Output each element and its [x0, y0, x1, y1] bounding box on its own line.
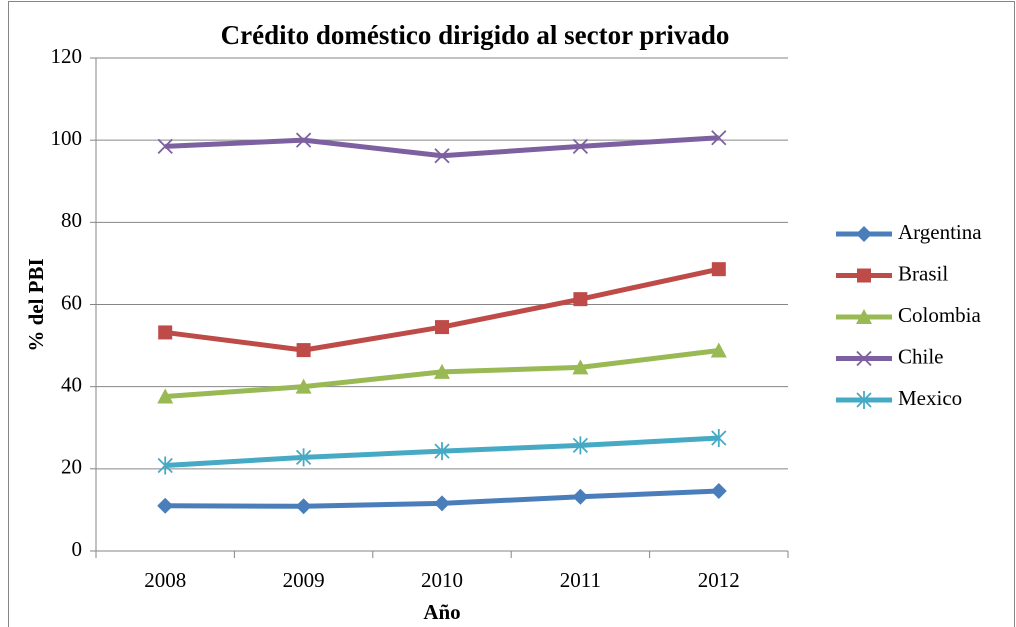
chart-border	[8, 1, 1015, 627]
legend-label: Mexico	[898, 386, 962, 410]
legend-swatch-marker	[857, 268, 871, 283]
legend-label: Brasil	[898, 261, 948, 285]
marker	[710, 342, 727, 358]
marker	[157, 497, 174, 514]
marker	[434, 363, 450, 379]
marker	[157, 138, 173, 154]
legend-swatch-marker	[856, 309, 872, 324]
marker	[295, 448, 312, 467]
legend-label: Colombia	[898, 303, 982, 327]
x-tick-label: 2010	[421, 568, 463, 592]
y-tick-label: 40	[61, 372, 82, 396]
marker	[158, 325, 173, 340]
x-axis-title: Año	[423, 600, 460, 624]
marker	[711, 262, 726, 277]
y-tick-label: 20	[61, 455, 82, 479]
marker	[711, 429, 727, 448]
x-tick-label: 2012	[698, 568, 740, 592]
marker	[434, 148, 450, 164]
marker	[295, 378, 312, 394]
marker	[572, 488, 589, 505]
marker	[157, 388, 174, 404]
marker	[572, 138, 589, 154]
marker	[572, 359, 589, 375]
y-axis-title: % del PBI	[24, 258, 48, 351]
marker	[711, 130, 727, 146]
x-tick-label: 2008	[144, 568, 186, 592]
y-tick-label: 60	[61, 290, 82, 314]
marker	[710, 483, 727, 500]
marker	[435, 320, 449, 335]
marker	[295, 498, 312, 515]
marker	[434, 495, 450, 512]
marker	[295, 132, 312, 148]
legend-label: Argentina	[898, 220, 982, 244]
marker	[296, 343, 311, 358]
y-tick-label: 100	[51, 126, 83, 150]
y-tick-label: 0	[72, 537, 83, 561]
marker	[573, 292, 588, 307]
marker	[572, 436, 589, 455]
chart-title: Crédito doméstico dirigido al sector pri…	[221, 20, 730, 50]
x-tick-label: 2011	[560, 568, 601, 592]
legend-label: Chile	[898, 344, 944, 368]
legend-swatch-marker	[856, 391, 872, 409]
legend-swatch-marker	[856, 226, 872, 242]
legend-swatch-marker	[856, 350, 872, 367]
y-tick-label: 120	[51, 44, 83, 68]
y-tick-label: 80	[61, 208, 82, 232]
marker	[157, 456, 173, 475]
x-tick-label: 2009	[283, 568, 325, 592]
series-line	[164, 266, 720, 353]
marker	[434, 442, 450, 461]
